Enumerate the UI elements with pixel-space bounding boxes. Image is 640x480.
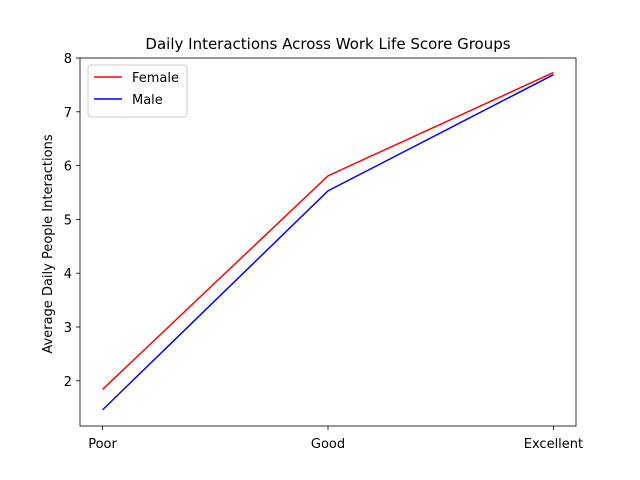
legend: Female Male xyxy=(87,64,188,118)
legend-entry-male: Male xyxy=(132,93,163,108)
legend-box xyxy=(87,64,188,118)
y-tick-label: 6 xyxy=(64,160,72,175)
chart-title: Daily Interactions Across Work Life Scor… xyxy=(145,35,510,53)
x-tick-label: Excellent xyxy=(524,437,583,452)
x-tick-label: Poor xyxy=(88,437,117,452)
y-tick-label: 4 xyxy=(64,267,72,282)
y-tick-label: 3 xyxy=(64,321,72,336)
legend-entry-female: Female xyxy=(132,71,179,86)
plot-area: Poor Good Excellent 2 3 4 5 6 7 8 xyxy=(64,52,583,452)
series-line-female xyxy=(102,71,554,390)
y-tick-label: 5 xyxy=(64,213,72,228)
y-tick-label: 2 xyxy=(64,375,72,390)
y-tick-label: 7 xyxy=(64,106,72,121)
y-axis-label: Average Daily People Interactions xyxy=(41,134,56,353)
series-line-male xyxy=(102,74,554,411)
y-tick-label: 8 xyxy=(64,52,72,67)
x-tick-label: Good xyxy=(311,437,345,452)
